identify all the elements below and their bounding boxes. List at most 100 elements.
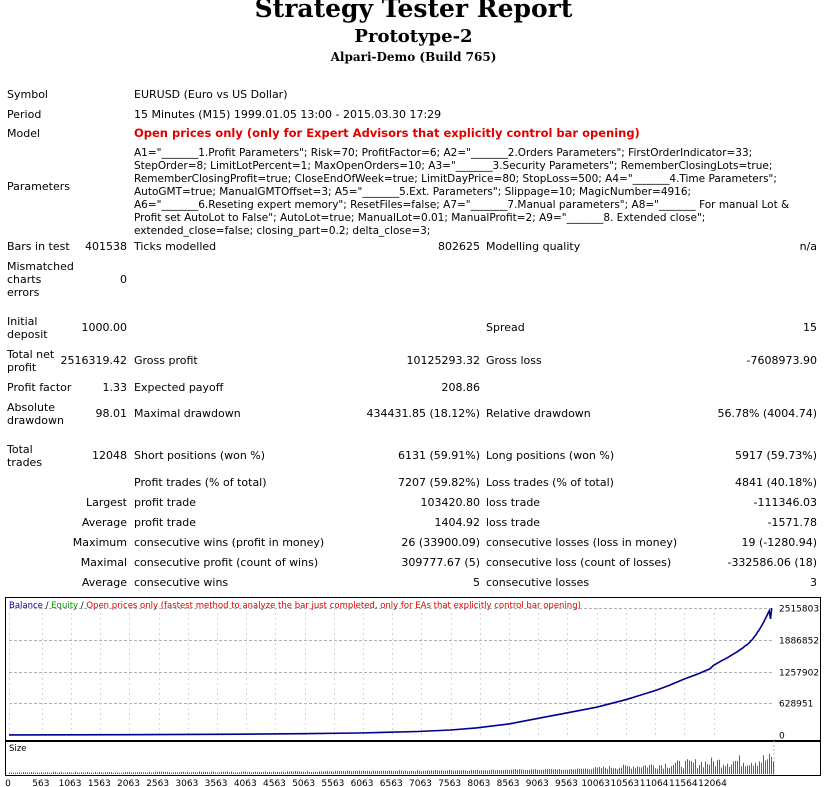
ticks-label: Ticks modelled (134, 240, 217, 253)
max-losses-label: consecutive losses (loss in money) (486, 536, 678, 549)
ltrades-label: Loss trades (% of total) (486, 476, 614, 489)
balance-chart: 0 628951 1257902 1886852 2515803 Balance / E… (5, 597, 821, 742)
period-label: Period (7, 108, 42, 121)
long-value: 5917 (59.73%) (734, 449, 817, 462)
report-title: Strategy Tester Report (254, 0, 573, 23)
x-tick-label: 11564 (669, 779, 698, 787)
avg-wins-value: 5 (473, 576, 480, 589)
avg-losses-label: consecutive losses (486, 576, 590, 589)
absdd-value: 98.01 (95, 407, 128, 420)
maximal-profit-value: 309777.67 (5) (401, 556, 480, 569)
largest-label: Largest (86, 496, 127, 509)
maximal-loss-label: consecutive loss (count of losses) (486, 556, 672, 569)
ptrades-label: Profit trades (% of total) (134, 476, 267, 489)
x-tick-label: 9063 (526, 779, 549, 787)
x-tick-label: 2563 (146, 779, 169, 787)
x-tick-label: 12064 (698, 779, 727, 787)
legend-sep1: / (42, 601, 52, 611)
x-tick-label: 7063 (409, 779, 432, 787)
size-chart-plot (9, 741, 775, 775)
largest-profit-value: 103420.80 (420, 496, 481, 509)
expert-name: Prototype-2 (354, 26, 473, 47)
max-wins-value: 26 (33900.09) (401, 536, 480, 549)
ticks-value: 802625 (438, 240, 480, 253)
trades-value: 12048 (92, 449, 127, 462)
bars-value: 401538 (85, 240, 127, 253)
average-consec-label: Average (81, 576, 127, 589)
x-tick-label: 6563 (380, 779, 403, 787)
short-value: 6131 (59.91%) (397, 449, 480, 462)
grossprofit-value: 10125293.32 (406, 354, 480, 367)
largest-loss-value: -111346.03 (753, 496, 817, 509)
spread-label: Spread (486, 321, 525, 334)
maximum-label: Maximum (72, 536, 127, 549)
x-tick-label: 1563 (88, 779, 111, 787)
pf-value: 1.33 (102, 381, 128, 394)
x-tick-label: 8563 (497, 779, 520, 787)
grossloss-value: -7608973.90 (746, 354, 817, 367)
mismatched-label-1: Mismatched (7, 260, 74, 273)
symbol-value: EURUSD (Euro vs US Dollar) (134, 88, 288, 101)
reldd-label: Relative drawdown (486, 407, 591, 420)
model-label: Model (7, 127, 41, 140)
maxdd-label: Maximal drawdown (134, 407, 241, 420)
deposit-label-1: Initial (7, 315, 38, 328)
symbol-label: Symbol (7, 88, 48, 101)
model-value: Open prices only (only for Expert Adviso… (134, 126, 640, 140)
y-tick-label: 1886852 (779, 637, 819, 647)
payoff-label: Expected payoff (134, 381, 224, 394)
x-tick-label: 8063 (467, 779, 490, 787)
spread-value: 15 (803, 321, 817, 334)
largest-loss-label: loss trade (486, 496, 541, 509)
netprofit-label-1: Total net (7, 348, 55, 361)
balance-series-line (8, 607, 773, 736)
ptrades-value: 7207 (59.82%) (397, 476, 480, 489)
x-tick-label: 5563 (321, 779, 344, 787)
largest-profit-label: profit trade (134, 496, 197, 509)
deposit-label-2: deposit (7, 328, 48, 341)
maximal-profit-label: consecutive profit (count of wins) (134, 556, 319, 569)
y-tick-label: 2515803 (779, 605, 819, 615)
y-tick-label: 0 (779, 732, 785, 742)
trades-label-2: trades (7, 456, 43, 469)
maxdd-value: 434431.85 (18.12%) (366, 407, 480, 420)
average-loss-value: -1571.78 (767, 516, 817, 529)
parameters-label: Parameters (7, 180, 70, 193)
size-chart: Size (5, 740, 821, 776)
avg-losses-value: 3 (810, 576, 817, 589)
x-axis: 0 563 1063 1563 2063 2563 3063 3563 4063 4563 5063… (5, 779, 727, 787)
x-tick-label: 4563 (263, 779, 286, 787)
y-tick-label: 1257902 (779, 669, 819, 679)
x-tick-label: 9563 (555, 779, 578, 787)
legend-sep2: / (78, 601, 87, 611)
deposit-value: 1000.00 (81, 321, 128, 334)
absdd-label-1: Absolute (7, 401, 56, 414)
pf-label: Profit factor (7, 381, 72, 394)
size-label: Size (9, 744, 27, 754)
max-wins-label: consecutive wins (profit in money) (134, 536, 325, 549)
max-losses-value: 19 (-1280.94) (741, 536, 817, 549)
ltrades-value: 4841 (40.18%) (734, 476, 817, 489)
netprofit-label-2: profit (7, 361, 37, 374)
x-tick-label: 5063 (292, 779, 315, 787)
server-name: Alpari-Demo (Build 765) (330, 50, 497, 64)
x-tick-label: 0 (5, 779, 11, 787)
average-label: Average (81, 516, 127, 529)
average-profit-label: profit trade (134, 516, 197, 529)
mismatched-label-3: errors (7, 286, 40, 299)
quality-label: Modelling quality (486, 240, 581, 253)
balance-chart-plot: 0 628951 1257902 1886852 2515803 (8, 605, 819, 742)
avg-wins-label: consecutive wins (134, 576, 229, 589)
grossloss-label: Gross loss (486, 354, 542, 367)
parameters-value: A1="_______1.Profit Parameters"; Risk=70… (134, 147, 790, 237)
short-label: Short positions (won %) (134, 449, 266, 462)
maximal-loss-value: -332586.06 (18) (727, 556, 817, 569)
x-tick-label: 3563 (205, 779, 228, 787)
quality-value: n/a (799, 240, 817, 253)
chart-legend: Balance / Equity / Open prices only (fas… (9, 601, 581, 611)
mismatched-label-2: charts (7, 273, 42, 286)
trades-label-1: Total (7, 443, 33, 456)
legend-equity: Equity (51, 601, 79, 611)
x-tick-label: 4063 (234, 779, 257, 787)
legend-balance: Balance (9, 601, 43, 611)
